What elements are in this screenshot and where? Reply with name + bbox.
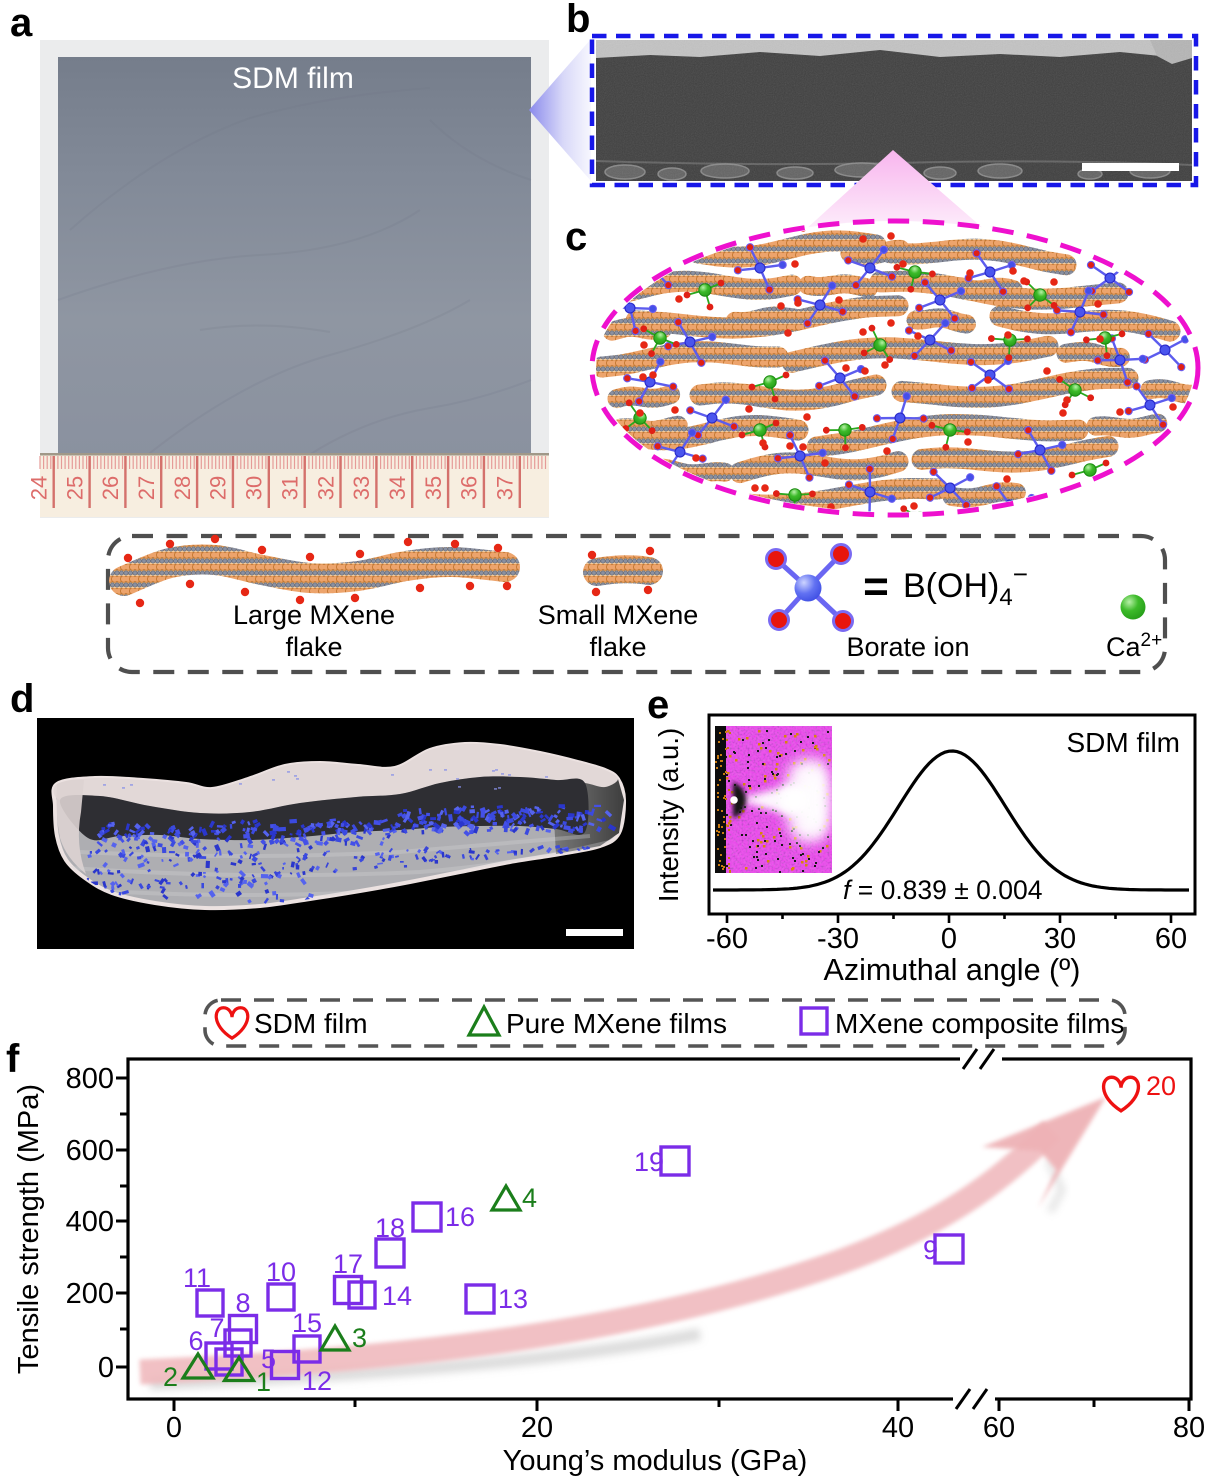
svg-text:27: 27 <box>134 476 159 500</box>
svg-text:18: 18 <box>375 1213 405 1243</box>
svg-text:28: 28 <box>170 476 195 500</box>
svg-text:Borate ion: Borate ion <box>846 632 969 662</box>
svg-text:30: 30 <box>1044 923 1076 955</box>
svg-text:f: f <box>6 1037 20 1081</box>
svg-text:600: 600 <box>66 1135 114 1167</box>
svg-text:Tensile strength (MPa): Tensile strength (MPa) <box>13 1084 45 1374</box>
svg-text:SDM film: SDM film <box>254 1008 368 1039</box>
svg-text:24: 24 <box>27 476 52 500</box>
svg-text:20: 20 <box>521 1412 553 1444</box>
svg-text:35: 35 <box>421 476 446 500</box>
svg-text:flake: flake <box>285 632 342 662</box>
svg-text:12: 12 <box>302 1366 332 1396</box>
svg-text:31: 31 <box>278 476 303 500</box>
svg-text:200: 200 <box>66 1278 114 1310</box>
svg-text:3: 3 <box>352 1323 367 1353</box>
svg-text:800: 800 <box>66 1063 114 1095</box>
svg-text:29: 29 <box>206 476 231 500</box>
svg-text:14: 14 <box>382 1281 412 1311</box>
svg-text:B(OH)4−: B(OH)4− <box>903 559 1028 611</box>
svg-text:5: 5 <box>261 1344 276 1374</box>
svg-text:30: 30 <box>242 476 267 500</box>
svg-text:40: 40 <box>882 1412 914 1444</box>
svg-text:Young’s modulus (GPa): Young’s modulus (GPa) <box>503 1445 808 1477</box>
svg-text:34: 34 <box>385 476 410 500</box>
svg-text:60: 60 <box>983 1412 1015 1444</box>
svg-text:400: 400 <box>66 1206 114 1238</box>
svg-text:80: 80 <box>1173 1412 1205 1444</box>
svg-text:10: 10 <box>266 1257 296 1287</box>
svg-text:13: 13 <box>498 1284 528 1314</box>
svg-text:-60: -60 <box>706 923 748 955</box>
svg-text:25: 25 <box>62 476 87 500</box>
svg-text:c: c <box>565 215 587 259</box>
svg-text:f = 0.839 ± 0.004: f = 0.839 ± 0.004 <box>843 875 1042 905</box>
svg-text:0: 0 <box>166 1412 182 1444</box>
svg-text:16: 16 <box>445 1202 475 1232</box>
svg-text:33: 33 <box>349 476 374 500</box>
svg-text:SDM film: SDM film <box>232 62 354 95</box>
svg-text:7: 7 <box>209 1313 224 1343</box>
svg-text:Small MXene: Small MXene <box>538 600 699 630</box>
svg-text:Azimuthal angle (º): Azimuthal angle (º) <box>824 953 1081 987</box>
svg-text:Pure MXene films: Pure MXene films <box>506 1008 727 1039</box>
svg-text:MXene composite films: MXene composite films <box>835 1008 1124 1039</box>
svg-text:=: = <box>863 562 889 611</box>
svg-text:15: 15 <box>292 1308 322 1338</box>
svg-text:32: 32 <box>313 476 338 500</box>
svg-text:20: 20 <box>1146 1071 1176 1101</box>
svg-text:36: 36 <box>457 476 482 500</box>
svg-text:6: 6 <box>188 1326 203 1356</box>
svg-text:flake: flake <box>589 632 646 662</box>
svg-text:9: 9 <box>923 1235 938 1265</box>
svg-text:SDM film: SDM film <box>1066 727 1180 758</box>
svg-text:11: 11 <box>183 1263 211 1293</box>
svg-text:Ca2+: Ca2+ <box>1106 630 1162 662</box>
svg-text:e: e <box>647 683 669 727</box>
svg-text:2: 2 <box>163 1362 178 1392</box>
svg-text:0: 0 <box>941 923 957 955</box>
svg-text:Intensity (a.u.): Intensity (a.u.) <box>653 728 684 902</box>
svg-text:37: 37 <box>493 476 518 500</box>
svg-text:d: d <box>10 677 34 721</box>
svg-text:26: 26 <box>98 476 123 500</box>
svg-text:1: 1 <box>256 1367 271 1397</box>
svg-text:b: b <box>566 0 590 41</box>
svg-text:a: a <box>10 1 33 45</box>
svg-text:-30: -30 <box>817 923 859 955</box>
svg-text:8: 8 <box>235 1288 250 1318</box>
svg-text:19: 19 <box>634 1147 664 1177</box>
svg-text:60: 60 <box>1155 923 1187 955</box>
svg-text:17: 17 <box>333 1249 363 1279</box>
svg-text:0: 0 <box>98 1352 114 1384</box>
svg-text:Large MXene: Large MXene <box>233 600 395 630</box>
svg-text:4: 4 <box>522 1183 537 1213</box>
